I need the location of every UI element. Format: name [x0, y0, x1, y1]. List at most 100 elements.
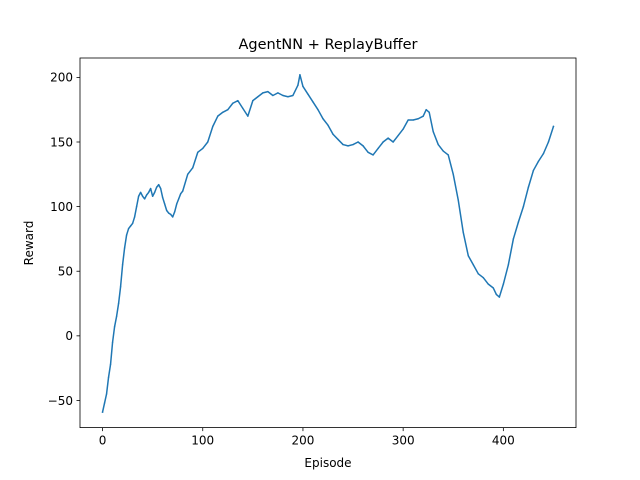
data-point [417, 118, 419, 120]
data-point [457, 199, 459, 201]
data-point [472, 264, 474, 266]
data-point [532, 169, 535, 172]
data-point [387, 137, 389, 139]
data-point [237, 99, 239, 102]
plot-area: 0 100 200 300 400 −50 0 50 100 150 200 [48, 57, 577, 448]
data-point [357, 141, 359, 143]
chart-title: AgentNN + ReplayBuffer [238, 37, 417, 53]
data-point [492, 287, 495, 289]
data-point [498, 296, 501, 298]
data-point [467, 255, 469, 257]
data-point [452, 173, 454, 176]
data-point [277, 92, 279, 94]
data-point [169, 213, 172, 216]
data-point [232, 102, 234, 104]
data-point [139, 191, 142, 194]
data-point [512, 238, 515, 240]
data-point [222, 111, 224, 113]
data-point [171, 216, 174, 218]
axes-frame [79, 57, 577, 429]
data-point [367, 151, 369, 154]
data-point [352, 143, 354, 146]
data-point [432, 130, 434, 133]
data-point [507, 264, 510, 266]
data-point [257, 96, 259, 98]
data-point [517, 221, 520, 223]
data-point [437, 143, 439, 146]
y-axis-label: Reward [22, 221, 36, 266]
data-point [272, 94, 274, 97]
data-point [133, 216, 136, 218]
data-point [347, 145, 349, 147]
data-point [527, 186, 530, 188]
x-axis-label: Episode [304, 456, 351, 470]
data-point [317, 108, 319, 111]
data-point [197, 151, 199, 154]
data-point [147, 191, 150, 194]
data-point [502, 283, 505, 285]
series-line [101, 74, 555, 413]
data-point [299, 74, 301, 76]
data-point [117, 302, 120, 305]
data-point [332, 133, 334, 135]
data-point [422, 115, 424, 117]
data-point [495, 293, 498, 296]
y-tick-label: 0 [65, 329, 73, 343]
data-point [173, 211, 176, 213]
data-point [103, 402, 106, 404]
data-point [143, 198, 146, 200]
y-tick-label: 200 [50, 71, 73, 85]
data-point [202, 147, 204, 150]
data-point [477, 273, 479, 275]
data-point [149, 187, 152, 190]
data-point [522, 205, 525, 208]
data-point [372, 154, 374, 156]
data-point [292, 94, 294, 97]
data-point [307, 93, 309, 95]
data-point [101, 411, 104, 413]
data-point [402, 128, 404, 130]
data-point [342, 143, 344, 146]
data-point [487, 283, 490, 285]
data-point [123, 247, 126, 249]
y-tick-label: 50 [58, 265, 73, 279]
data-point [537, 160, 540, 163]
data-point [428, 111, 430, 113]
data-point [425, 108, 427, 111]
data-point [145, 194, 148, 196]
data-point [165, 209, 168, 212]
data-point [327, 124, 329, 126]
data-point [247, 115, 249, 117]
data-point [109, 363, 112, 365]
data-point [412, 119, 414, 121]
data-point [182, 190, 184, 192]
data-point [119, 286, 122, 288]
data-point [312, 101, 314, 103]
data-point [163, 203, 166, 205]
data-point [155, 186, 158, 188]
data-point [161, 196, 164, 199]
data-point [153, 191, 156, 194]
data-point [131, 222, 134, 225]
data-point [111, 341, 114, 344]
data-point [407, 119, 409, 121]
data-point [362, 145, 364, 147]
data-point [227, 108, 229, 111]
data-point [302, 85, 304, 88]
data-point [382, 141, 384, 143]
data-point [392, 141, 394, 143]
data-point [175, 203, 178, 205]
data-point [105, 393, 108, 395]
data-point [135, 205, 138, 208]
data-point [137, 195, 140, 197]
y-tick-label: −50 [48, 394, 73, 408]
data-point [287, 96, 289, 98]
data-point [542, 152, 545, 155]
y-tick-label: 150 [50, 135, 73, 149]
data-point [115, 315, 118, 318]
data-point [242, 107, 244, 110]
data-point [113, 326, 116, 328]
data-point [178, 198, 180, 200]
